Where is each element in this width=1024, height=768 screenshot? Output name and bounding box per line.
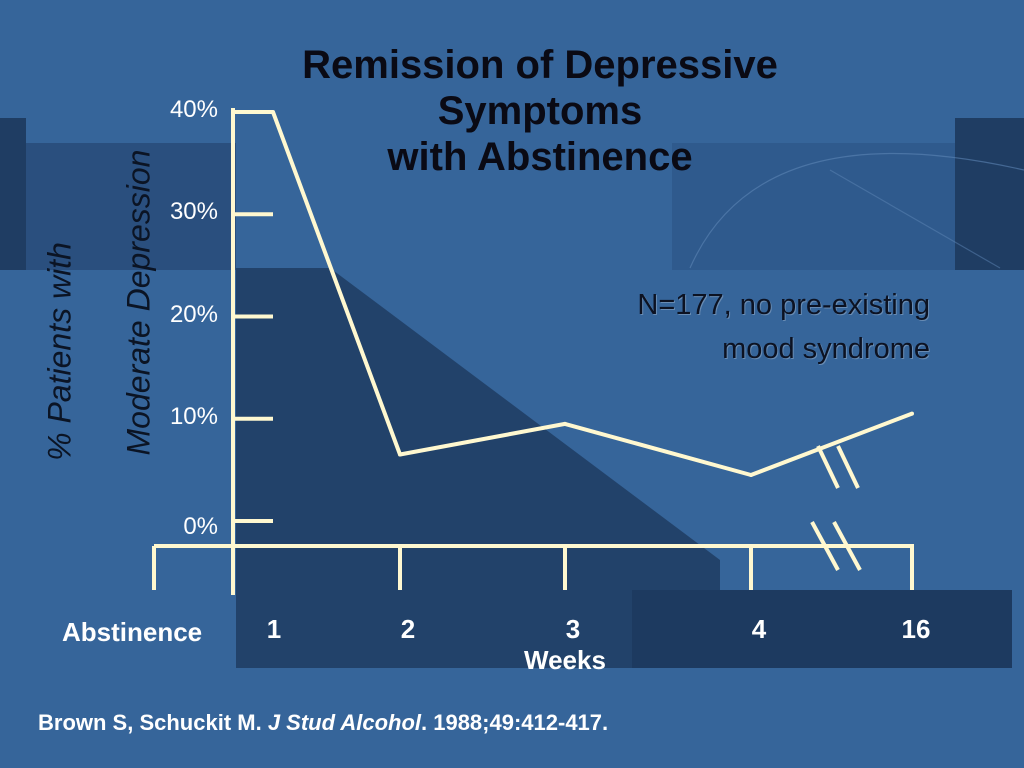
band-left-strip (26, 143, 236, 270)
citation: Brown S, Schuckit M. J Stud Alcohol. 198… (38, 710, 608, 736)
line-break-mark (836, 445, 860, 489)
band-left (0, 118, 26, 270)
y-tick-label: 0% (183, 513, 218, 540)
arc-decoration-2 (829, 169, 1001, 269)
x-tick-label: 2 (400, 614, 416, 644)
x-axis-label: Weeks (524, 645, 606, 675)
x-axis-break-mark (832, 521, 862, 571)
citation-journal: J Stud Alcohol (267, 710, 421, 735)
note-line-2: mood syndrome (722, 333, 930, 365)
line-break-mark (816, 445, 840, 489)
dark-triangle (236, 268, 720, 668)
data-point (563, 421, 567, 426)
x-tick-label: 3 (565, 614, 581, 644)
data-point (910, 411, 914, 416)
band-right-strip (672, 143, 955, 270)
y-tick-label: 40% (169, 96, 218, 123)
data-point (398, 452, 402, 457)
citation-details: . 1988;49:412-417. (421, 710, 609, 735)
arc-decoration (689, 152, 1024, 269)
y-tick-label: 10% (169, 402, 218, 430)
title-line-1: Remission of Depressive (302, 43, 778, 87)
x-tick-label: 1 (266, 614, 282, 644)
y-tick-label: 20% (169, 300, 218, 328)
y-tick-label: 30% (169, 198, 218, 226)
note-line-1: N=177, no pre-existing (637, 289, 930, 321)
x-tick-label: 16 (901, 614, 931, 644)
citation-authors: Brown S, Schuckit M. (38, 710, 268, 735)
x-category-label: Abstinence (62, 617, 203, 647)
title-line-3: with Abstinence (387, 135, 693, 179)
chart-title: Remission of Depressive Symptoms with Ab… (200, 42, 880, 180)
x-tick-label: 4 (751, 614, 767, 644)
band-right (955, 118, 1024, 270)
title-line-2: Symptoms (437, 89, 643, 133)
x-axis-break-mark (810, 521, 840, 571)
data-point (271, 110, 275, 114)
sample-note: N=177, no pre-existing mood syndrome (637, 283, 930, 371)
data-point (749, 473, 753, 477)
band-bottom-right (632, 590, 1012, 668)
